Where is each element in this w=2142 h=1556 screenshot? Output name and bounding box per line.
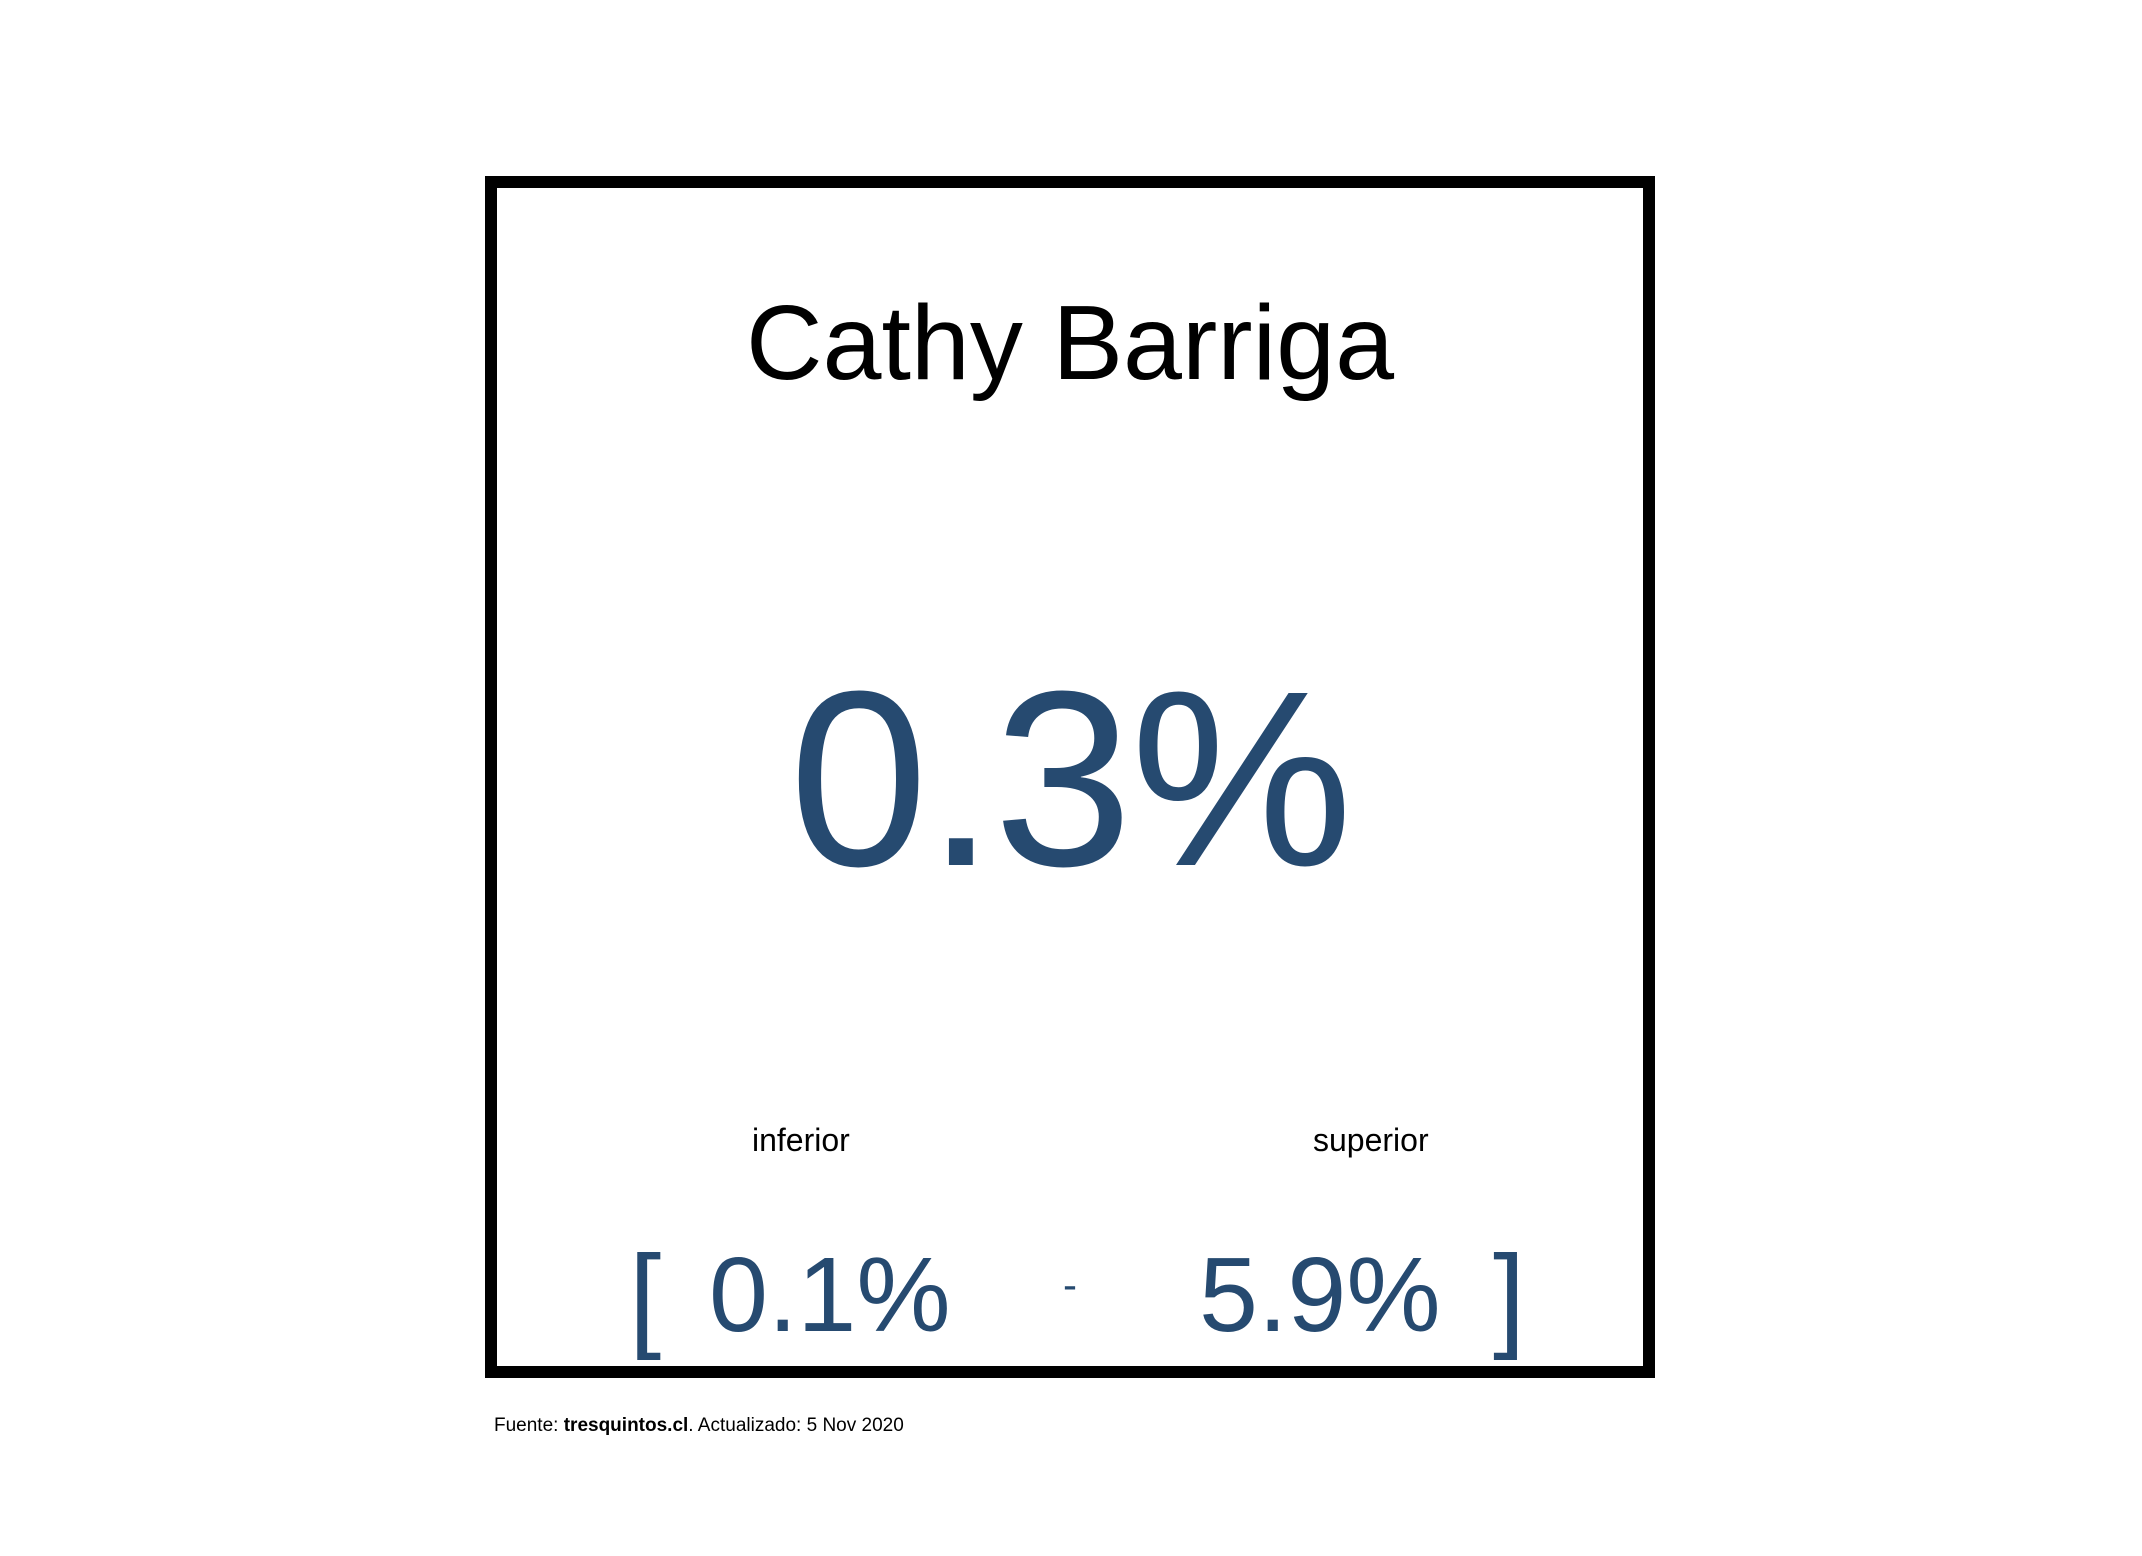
interval-separator: - bbox=[1063, 1261, 1077, 1308]
candidate-name: Cathy Barriga bbox=[745, 284, 1395, 402]
lower-bound-label: inferior bbox=[752, 1122, 850, 1158]
upper-bound-value: 5.9% bbox=[1199, 1236, 1441, 1354]
footer-updated: . Actualizado: 5 Nov 2020 bbox=[688, 1415, 904, 1436]
footer-prefix: Fuente: bbox=[494, 1415, 564, 1436]
source-footer: Fuente: tresquintos.cl. Actualizado: 5 N… bbox=[494, 1416, 904, 1435]
interval-open-bracket: [ bbox=[629, 1231, 662, 1361]
upper-bound-label: superior bbox=[1313, 1122, 1429, 1158]
interval-close-bracket: ] bbox=[1493, 1231, 1526, 1361]
estimate-card: Cathy Barriga 0.3% inferior superior [ 0… bbox=[485, 176, 1655, 1378]
lower-bound-value: 0.1% bbox=[709, 1236, 951, 1354]
estimate-value: 0.3% bbox=[789, 639, 1353, 918]
footer-source: tresquintos.cl bbox=[563, 1415, 689, 1436]
